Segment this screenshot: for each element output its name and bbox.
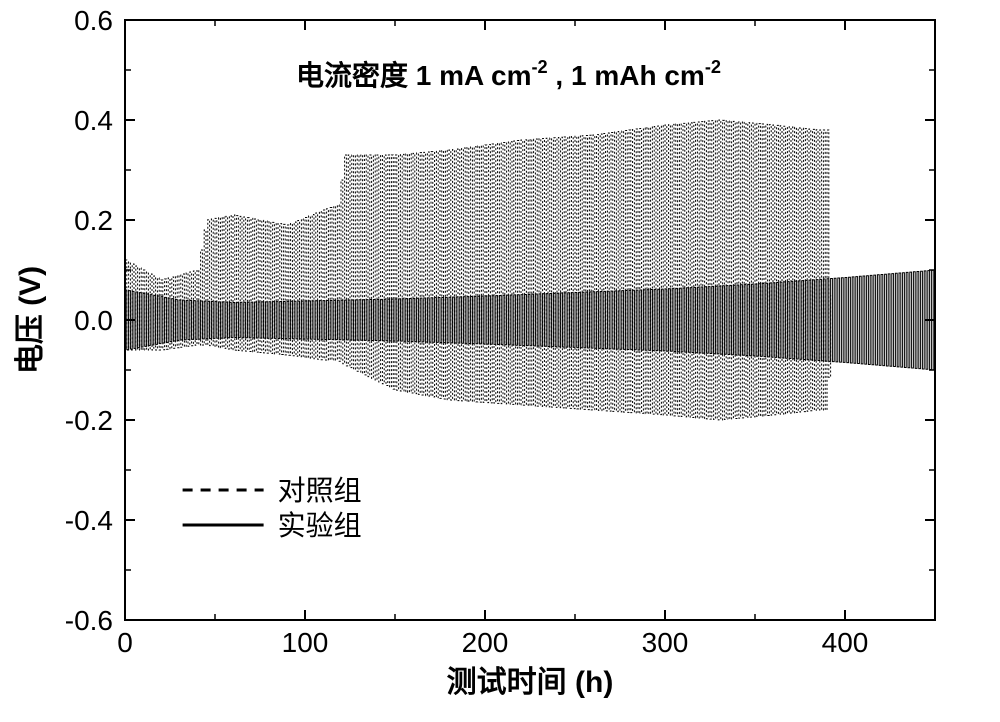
svg-text:400: 400 [822, 627, 869, 658]
svg-text:0: 0 [117, 627, 133, 658]
svg-text:300: 300 [642, 627, 689, 658]
svg-text:0.6: 0.6 [74, 5, 113, 36]
series-control [125, 120, 831, 420]
svg-text:-0.6: -0.6 [65, 605, 113, 636]
svg-text:-0.2: -0.2 [65, 405, 113, 436]
chart-svg: 0 100 200 300 400 -0.6 -0.4 -0.2 0.0 0.2 0.4 0.6 测试时… [0, 0, 1000, 722]
svg-text:0.4: 0.4 [74, 105, 113, 136]
svg-text:-0.4: -0.4 [65, 505, 113, 536]
svg-text:0.0: 0.0 [74, 305, 113, 336]
svg-text:0.2: 0.2 [74, 205, 113, 236]
legend-label-0: 对照组 [278, 475, 362, 506]
current-density-annotation: 电流密度 1 mA cm-2 , 1 mAh cm-2 [296, 57, 721, 91]
svg-text:100: 100 [282, 627, 329, 658]
voltage-time-chart: 0 100 200 300 400 -0.6 -0.4 -0.2 0.0 0.2 0.4 0.6 测试时… [0, 0, 1000, 722]
x-axis-label: 测试时间 (h) [447, 666, 614, 699]
legend-label-1: 实验组 [278, 510, 362, 541]
y-axis-label: 电压 (V) [14, 266, 47, 374]
svg-text:200: 200 [462, 627, 509, 658]
